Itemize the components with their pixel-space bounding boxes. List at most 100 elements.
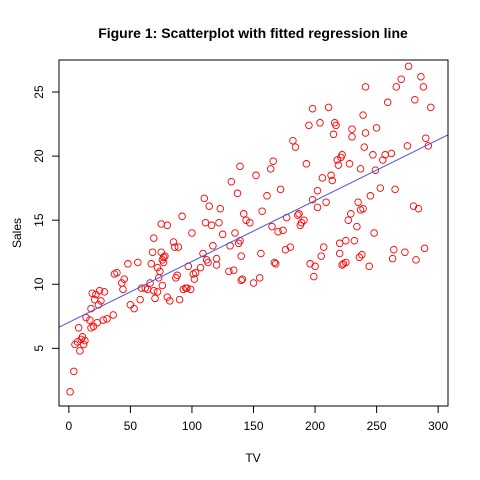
data-point xyxy=(188,229,196,237)
data-point xyxy=(258,207,266,215)
data-point xyxy=(372,124,381,132)
data-point xyxy=(311,262,319,271)
data-point xyxy=(328,176,337,185)
x-tick-label: 0 xyxy=(66,419,73,433)
data-point xyxy=(89,322,98,331)
data-point xyxy=(156,267,164,276)
data-point xyxy=(231,229,239,237)
data-point xyxy=(151,294,159,303)
data-point xyxy=(383,98,392,107)
data-point xyxy=(200,194,209,203)
data-point xyxy=(147,260,156,268)
y-tick-label: 15 xyxy=(32,213,46,227)
data-point xyxy=(169,238,178,246)
data-point xyxy=(302,160,311,168)
data-point xyxy=(356,165,365,173)
data-point xyxy=(79,340,88,349)
plot-frame xyxy=(58,59,449,407)
data-point xyxy=(204,258,212,267)
data-point xyxy=(100,288,109,296)
data-point xyxy=(371,166,380,174)
data-point xyxy=(334,161,343,169)
data-point xyxy=(269,157,277,165)
data-point xyxy=(120,275,128,283)
data-point xyxy=(333,156,341,164)
data-point xyxy=(305,121,313,130)
data-point xyxy=(417,72,425,81)
data-point xyxy=(268,222,276,231)
data-point xyxy=(358,251,366,259)
data-point xyxy=(297,218,306,227)
data-point xyxy=(199,249,207,258)
data-point xyxy=(163,293,172,301)
data-point xyxy=(166,297,174,305)
data-point xyxy=(143,285,152,294)
y-tick-label: 20 xyxy=(32,149,46,163)
data-point xyxy=(196,263,205,272)
data-point xyxy=(318,174,327,182)
data-point xyxy=(376,184,385,192)
data-point xyxy=(332,121,340,130)
data-point xyxy=(201,218,210,227)
data-point xyxy=(348,125,356,133)
x-tick-label: 50 xyxy=(124,419,138,433)
data-point xyxy=(335,249,344,258)
data-point xyxy=(359,204,367,213)
data-point xyxy=(163,221,172,230)
data-point xyxy=(274,227,282,236)
data-point xyxy=(227,177,236,186)
data-point xyxy=(239,210,248,218)
data-point xyxy=(412,256,420,264)
data-point xyxy=(419,83,428,91)
data-point xyxy=(99,316,108,324)
data-point xyxy=(294,211,302,219)
data-point xyxy=(361,129,370,137)
data-point xyxy=(212,254,221,263)
data-point xyxy=(86,316,94,324)
x-tick-label: 200 xyxy=(305,419,325,433)
data-point xyxy=(158,281,167,290)
data-point xyxy=(392,83,401,91)
data-point xyxy=(324,103,333,112)
data-point xyxy=(370,229,378,237)
data-point xyxy=(153,288,162,296)
data-point xyxy=(317,252,325,260)
data-point xyxy=(420,244,429,253)
data-point xyxy=(150,234,158,242)
data-point xyxy=(313,186,322,195)
y-tick-label: 10 xyxy=(32,277,46,291)
data-point xyxy=(71,340,79,349)
x-tick-label: 250 xyxy=(367,419,387,433)
data-point xyxy=(313,203,322,212)
data-point xyxy=(242,216,250,224)
data-point xyxy=(366,192,375,200)
data-point xyxy=(255,274,264,282)
x-tick-label: 300 xyxy=(428,419,448,433)
data-point xyxy=(238,275,247,283)
data-point xyxy=(130,304,138,313)
data-point xyxy=(178,212,186,221)
data-point xyxy=(207,221,216,230)
data-point xyxy=(212,261,221,269)
data-point xyxy=(388,254,397,263)
data-point xyxy=(289,136,297,145)
plot-area: 0 50 100 150 200 250 300 5 10 15 20 25 xyxy=(32,59,449,433)
data-point xyxy=(354,198,362,206)
data-point xyxy=(335,239,344,248)
data-point xyxy=(191,268,200,277)
data-point xyxy=(148,248,157,256)
data-point xyxy=(360,143,369,151)
data-point xyxy=(113,268,121,277)
data-point xyxy=(347,210,355,218)
data-point xyxy=(76,347,84,355)
data-point xyxy=(78,333,87,341)
data-point xyxy=(411,95,419,104)
data-point xyxy=(93,318,101,327)
data-point xyxy=(327,171,335,180)
data-point xyxy=(249,279,258,287)
data-point xyxy=(279,226,287,235)
data-point xyxy=(103,315,111,323)
data-point xyxy=(205,202,213,210)
data-point xyxy=(225,267,233,276)
